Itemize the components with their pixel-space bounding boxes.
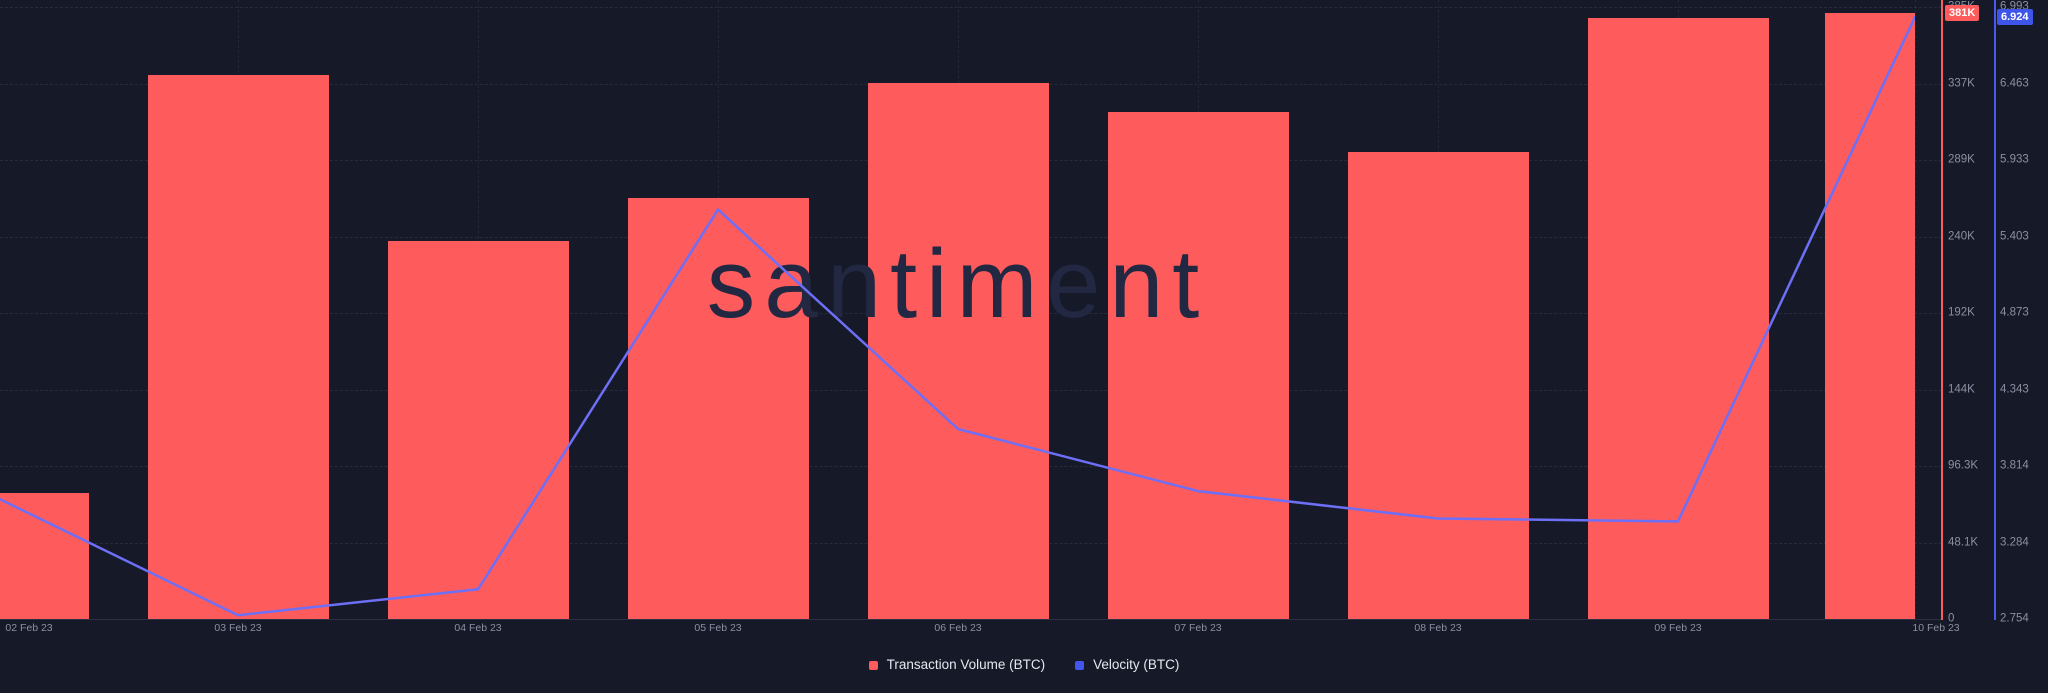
x-axis-date-label: 08 Feb 23 bbox=[1414, 622, 1462, 634]
legend-item-transaction-volume[interactable]: Transaction Volume (BTC) bbox=[868, 657, 1046, 673]
volume-tick-label: 337K bbox=[1948, 77, 1975, 89]
velocity-current-badge: 6.924 bbox=[1997, 8, 2033, 25]
x-axis-date-label: 07 Feb 23 bbox=[1174, 622, 1222, 634]
x-axis-date-label: 04 Feb 23 bbox=[454, 622, 502, 634]
velocity-tick-label: 5.933 bbox=[2000, 153, 2029, 166]
x-axis-date-label: 09 Feb 23 bbox=[1654, 622, 1702, 634]
horizontal-gridline bbox=[0, 7, 1942, 8]
transaction-volume-swatch-icon bbox=[868, 660, 878, 670]
volume-bar-04-Feb-23[interactable] bbox=[387, 240, 569, 619]
velocity-axis-line bbox=[1994, 0, 1996, 620]
vertical-gridline bbox=[1915, 0, 1916, 619]
x-axis-line bbox=[0, 619, 1942, 620]
x-axis-date-label: 06 Feb 23 bbox=[934, 622, 982, 634]
volume-bar-05-Feb-23[interactable] bbox=[627, 197, 809, 619]
velocity-tick-label: 6.463 bbox=[2000, 77, 2029, 89]
velocity-swatch-icon bbox=[1075, 660, 1085, 670]
velocity-tick-label: 3.284 bbox=[2000, 536, 2029, 548]
velocity-tick-label: 3.814 bbox=[2000, 459, 2029, 472]
x-axis-date-label: 03 Feb 23 bbox=[214, 622, 262, 634]
volume-tick-label: 144K bbox=[1948, 383, 1975, 395]
volume-bar-03-Feb-23[interactable] bbox=[147, 75, 329, 619]
velocity-tick-label: 5.403 bbox=[2000, 230, 2029, 242]
volume-bar-07-Feb-23[interactable] bbox=[1107, 111, 1289, 619]
x-axis-date-label: 10 Feb 23 bbox=[1912, 622, 1960, 634]
legend: Transaction Volume (BTC) Velocity (BTC) bbox=[0, 655, 2048, 675]
velocity-tick-label: 4.343 bbox=[2000, 383, 2029, 395]
watermark: santiment bbox=[706, 229, 1209, 338]
volume-tick-label: 289K bbox=[1948, 153, 1975, 166]
volume-current-badge: 381K bbox=[1945, 5, 1980, 22]
legend-label-transaction-volume: Transaction Volume (BTC) bbox=[886, 657, 1046, 672]
volume-bar-06-Feb-23[interactable] bbox=[867, 83, 1049, 619]
velocity-tick-label: 2.754 bbox=[2000, 612, 2029, 625]
volume-tick-label: 192K bbox=[1948, 306, 1975, 319]
legend-item-velocity[interactable]: Velocity (BTC) bbox=[1075, 657, 1179, 673]
volume-tick-label: 96.3K bbox=[1948, 459, 1979, 472]
x-axis-date-label: 02 Feb 23 bbox=[5, 622, 53, 634]
x-axis-date-label: 05 Feb 23 bbox=[694, 622, 742, 634]
velocity-line bbox=[0, 15, 1915, 617]
velocity-tick-label: 4.873 bbox=[2000, 306, 2029, 319]
legend-label-velocity: Velocity (BTC) bbox=[1093, 657, 1180, 672]
volume-tick-label: 0 bbox=[1948, 612, 1955, 625]
volume-bar-08-Feb-23[interactable] bbox=[1347, 151, 1529, 619]
volume-bar-02-Feb-23[interactable] bbox=[0, 493, 89, 619]
volume-tick-label: 48.1K bbox=[1948, 536, 1979, 548]
volume-axis-line bbox=[1941, 0, 1943, 620]
plot-area[interactable]: santiment bbox=[0, 0, 1915, 620]
volume-tick-label: 240K bbox=[1948, 230, 1975, 242]
